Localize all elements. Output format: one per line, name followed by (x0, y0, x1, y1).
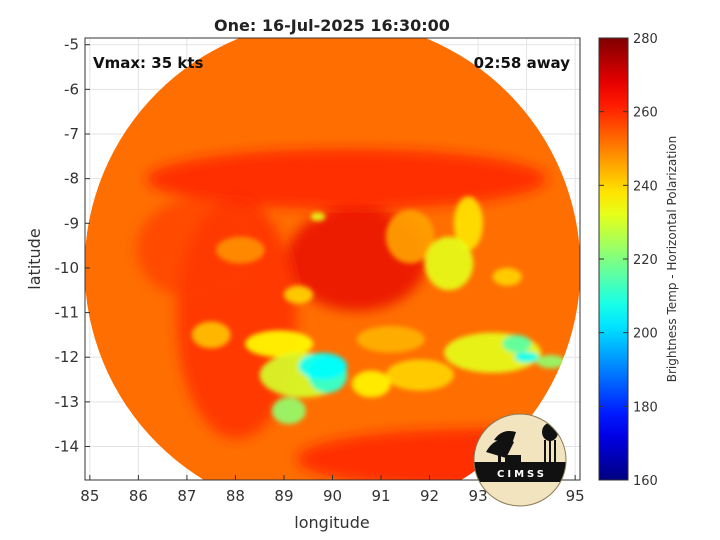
x-tick-label: 93 (469, 487, 488, 505)
cold-cloud-feature (283, 285, 314, 304)
x-tick-label: 95 (566, 487, 585, 505)
cold-cloud-feature (424, 236, 474, 291)
cold-cloud-feature (356, 325, 425, 353)
colorbar-tick-label: 260 (633, 106, 658, 121)
colorbar-label: Brightness Temp - Horizontal Polarizatio… (665, 136, 679, 383)
brightness-temp-swath (85, 38, 580, 480)
cimss-logo-text: CIMSS (497, 469, 547, 480)
y-tick-label: -13 (55, 393, 80, 411)
cold-cloud-feature (245, 330, 314, 358)
cold-cloud-feature (298, 352, 348, 380)
x-axis-label: longitude (294, 513, 369, 532)
colorbar-ticks: 160 180 200 220 240 260 280 (599, 32, 658, 489)
chart-title: One: 16-Jul-2025 16:30:00 (214, 16, 450, 35)
cold-cloud-feature (502, 334, 532, 353)
cold-cloud-feature (271, 397, 306, 425)
cold-cloud-feature (351, 370, 391, 398)
colorbar-tick-label: 220 (633, 253, 658, 268)
x-tick-label: 91 (371, 487, 390, 505)
y-tick-label: -11 (55, 304, 80, 322)
colorbar-tick-label: 240 (633, 179, 658, 194)
y-tick-label: -7 (64, 125, 79, 143)
x-tick-label: 85 (80, 487, 99, 505)
cold-cloud-feature (191, 321, 231, 349)
cold-cloud-feature (453, 196, 483, 251)
x-tick-label: 89 (274, 487, 293, 505)
cold-cloud-feature (492, 267, 522, 286)
y-tick-label: -14 (55, 438, 80, 456)
x-tick-label: 90 (323, 487, 342, 505)
y-axis-label: latitude (25, 228, 44, 289)
colorbar-tick-label: 280 (633, 32, 658, 47)
y-tick-label: -6 (64, 80, 79, 98)
x-tick-label: 92 (420, 487, 439, 505)
colorbar-tick-label: 160 (633, 474, 658, 489)
x-tick-label: 88 (226, 487, 245, 505)
cold-cloud-feature (536, 354, 566, 369)
convective-features (191, 196, 566, 425)
colorbar-tick-label: 200 (633, 327, 658, 342)
cold-cloud-feature (310, 212, 326, 222)
cold-cloud-feature (514, 351, 539, 363)
y-tick-label: -10 (55, 259, 80, 277)
colorbar-tick-label: 180 (633, 400, 658, 415)
y-tick-label: -5 (64, 36, 79, 54)
cold-cloud-feature (385, 359, 454, 391)
y-tick-label: -12 (55, 348, 80, 366)
x-tick-label: 86 (129, 487, 148, 505)
cold-cloud-feature (216, 236, 265, 264)
x-tick-label: 87 (177, 487, 196, 505)
time-offset-annotation: 02:58 away (474, 54, 571, 72)
y-axis-ticks: -5 -6 -7 -8 -9 -10 -11 -12 -13 -14 (55, 36, 90, 456)
y-tick-label: -8 (64, 170, 79, 188)
vmax-annotation: Vmax: 35 kts (93, 54, 203, 72)
swath-layer (85, 38, 580, 480)
y-tick-label: -9 (64, 214, 79, 232)
cold-cloud-feature (385, 209, 435, 264)
